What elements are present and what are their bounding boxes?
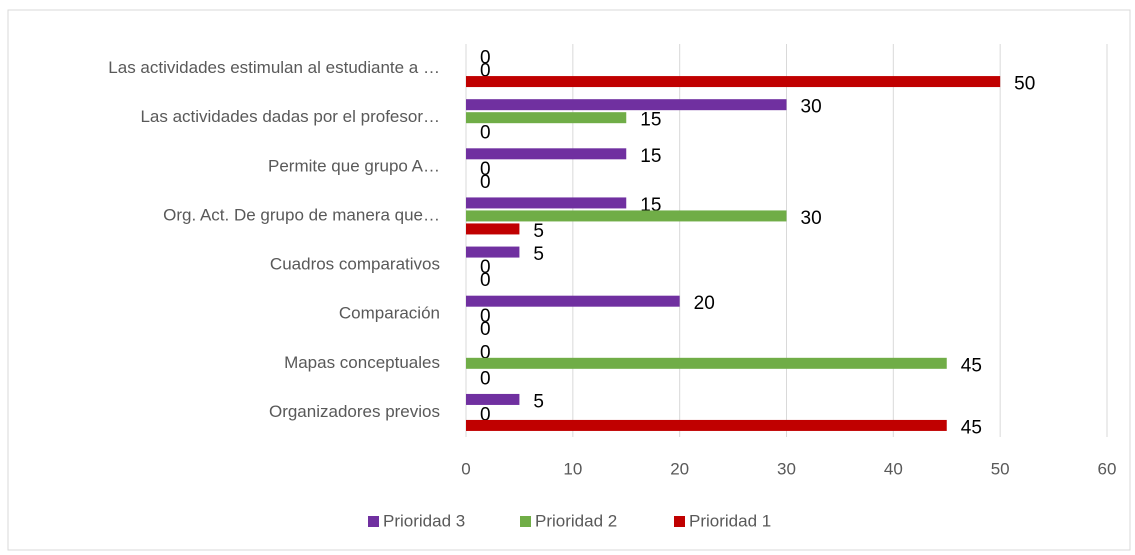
data-label: 0 (480, 61, 491, 82)
y-tick-label: Las actividades dadas por el profesor… (140, 107, 440, 126)
data-label: 0 (480, 270, 491, 291)
bar (466, 357, 947, 369)
legend-label: Prioridad 1 (689, 511, 771, 530)
data-label: 15 (640, 110, 661, 131)
y-tick-label: Organizadores previos (269, 402, 440, 421)
legend-swatch (368, 516, 379, 527)
data-label: 30 (801, 97, 822, 118)
bar (466, 393, 520, 405)
x-tick-label: 40 (884, 459, 903, 478)
x-tick-label: 30 (777, 459, 796, 478)
y-tick-label: Las actividades estimulan al estudiante … (108, 58, 440, 77)
bar (466, 210, 787, 222)
data-label: 0 (480, 257, 491, 278)
data-label: 30 (801, 208, 822, 229)
y-tick-label: Comparación (339, 304, 440, 323)
legend-label: Prioridad 2 (535, 511, 617, 530)
data-label: 5 (533, 391, 544, 412)
y-tick-label: Org. Act. De grupo de manera que… (163, 205, 440, 224)
data-label: 0 (480, 404, 491, 425)
data-label: 0 (480, 123, 491, 144)
x-tick-label: 0 (461, 459, 470, 478)
x-tick-label: 60 (1098, 459, 1117, 478)
x-tick-label: 20 (670, 459, 689, 478)
x-tick-label: 10 (563, 459, 582, 478)
bar (466, 76, 1001, 88)
bar (466, 99, 787, 111)
data-label: 0 (480, 159, 491, 180)
data-label: 0 (480, 319, 491, 340)
data-label: 5 (533, 221, 544, 242)
data-label: 45 (961, 417, 982, 438)
data-label: 0 (480, 342, 491, 363)
y-tick-label: Permite que grupo A… (268, 156, 440, 175)
bar (466, 295, 680, 307)
bar (466, 197, 627, 209)
data-label: 0 (480, 306, 491, 327)
bar (466, 112, 627, 124)
legend-swatch (674, 516, 685, 527)
data-label: 15 (640, 146, 661, 167)
data-label: 45 (961, 355, 982, 376)
data-label: 0 (480, 368, 491, 389)
x-tick-label: 50 (991, 459, 1010, 478)
bar (466, 246, 520, 258)
data-label: 0 (480, 172, 491, 193)
data-label: 5 (533, 244, 544, 265)
y-tick-label: Mapas conceptuales (284, 353, 440, 372)
bar (466, 148, 627, 160)
data-label: 50 (1014, 74, 1035, 95)
bar (466, 223, 520, 235)
y-tick-label: Cuadros comparativos (270, 255, 440, 274)
bar (466, 419, 947, 431)
data-label: 0 (480, 48, 491, 69)
legend-label: Prioridad 3 (383, 511, 465, 530)
data-label: 20 (694, 293, 715, 314)
legend-swatch (520, 516, 531, 527)
